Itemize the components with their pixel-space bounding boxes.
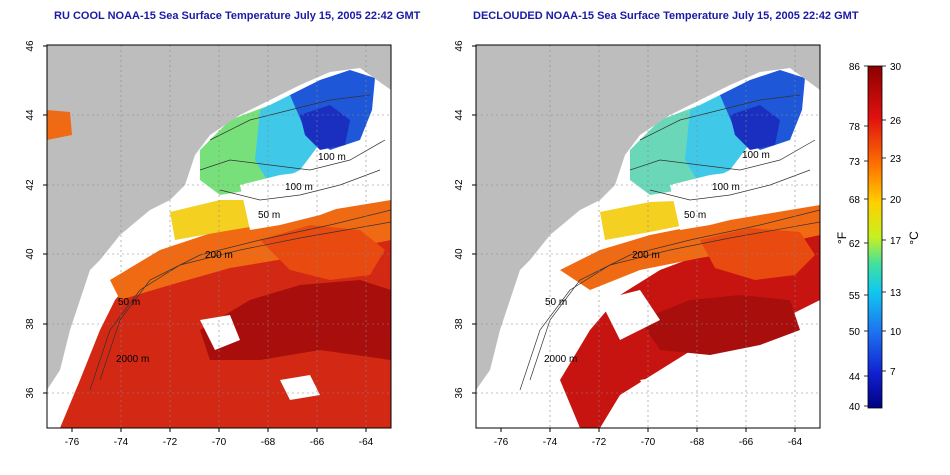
left-graticule — [47, 45, 391, 428]
colorbar-c-label: 26 — [890, 116, 902, 127]
right-land — [476, 45, 820, 390]
left-contour-label-100m-b: 100 m — [285, 182, 313, 193]
right-map-title: DECLOUDED NOAA-15 Sea Surface Temperatur… — [473, 10, 859, 22]
right-decloud-gap — [670, 170, 790, 230]
right-contour-50m — [639, 94, 811, 201]
right-lat-tick-label: 42 — [454, 179, 465, 191]
colorbar-f-label: 40 — [849, 402, 861, 413]
right-map-panel: 100 m 100 m 50 m 200 m 50 m 2000 m -76 -… — [454, 40, 821, 448]
right-contour-label-50m-south: 50 m — [545, 297, 567, 308]
left-contour-50m — [209, 94, 381, 201]
left-contour-200m — [99, 209, 391, 381]
left-lon-tick-label: -76 — [65, 437, 80, 448]
left-orange-band — [110, 200, 391, 300]
left-contour-label-50m: 50 m — [258, 210, 280, 221]
right-contour-label-200m: 200 m — [632, 250, 660, 261]
colorbar-f-label: 68 — [849, 195, 861, 206]
left-deep-warm-water — [200, 280, 391, 360]
left-lon-tick-label: -72 — [163, 437, 178, 448]
right-lon-tick-label: -68 — [690, 437, 705, 448]
right-contour-label-50m: 50 m — [684, 210, 706, 221]
left-lon-tick-label: -64 — [359, 437, 374, 448]
left-bathymetry-contours — [89, 94, 391, 391]
left-lon-tick-label: -68 — [261, 437, 276, 448]
colorbar-c-label: 30 — [890, 62, 902, 73]
colorbar-f-label: 86 — [849, 62, 861, 73]
colorbar-ticks — [864, 65, 886, 407]
left-land-offshore — [47, 110, 72, 140]
right-contour-100m — [629, 139, 816, 171]
right-lat-tick-label: 46 — [454, 40, 465, 52]
colorbar-f-label: 50 — [849, 327, 861, 338]
left-lon-tick-label: -66 — [310, 437, 325, 448]
left-contour-label-50m-south: 50 m — [118, 297, 140, 308]
left-map-title: RU COOL NOAA-15 Sea Surface Temperature … — [54, 10, 421, 22]
right-contour-label-2000m: 2000 m — [544, 354, 577, 365]
left-lat-tick-label: 46 — [25, 40, 36, 52]
right-lon-tick-label: -76 — [494, 437, 509, 448]
colorbar-f-label: 73 — [849, 157, 861, 168]
right-contour-label-100m-b: 100 m — [712, 182, 740, 193]
left-map-panel: 100 m 100 m 50 m 200 m 50 m 2000 m -76 -… — [25, 40, 392, 448]
left-cloud-patch — [240, 170, 360, 230]
colorbar-gradient — [867, 65, 883, 409]
colorbar-c-label: 13 — [890, 288, 902, 299]
right-lat-tick-label: 36 — [454, 387, 465, 399]
temperature-colorbar: 86 78 73 68 62 55 50 44 40 30 26 23 20 1… — [835, 62, 921, 413]
right-lon-tick-label: -64 — [788, 437, 803, 448]
right-decloud-gaps-south — [476, 260, 820, 428]
right-coldest-water — [730, 105, 780, 150]
right-deep-warm-water — [640, 295, 800, 355]
colorbar-c-label: 20 — [890, 195, 902, 206]
left-lat-tick-label: 38 — [25, 318, 36, 330]
left-contour-label-100m-a: 100 m — [318, 152, 346, 163]
right-lon-tick-label: -72 — [592, 437, 607, 448]
left-lat-tick-label: 44 — [25, 109, 36, 121]
right-lat-tick-label: 38 — [454, 318, 465, 330]
colorbar-c-label: 10 — [890, 327, 902, 338]
left-lat-tick-label: 36 — [25, 387, 36, 399]
right-graticule — [476, 45, 820, 428]
right-axis-ticks — [472, 45, 796, 432]
left-lon-tick-label: -74 — [114, 437, 129, 448]
left-lon-tick-label: -70 — [212, 437, 227, 448]
left-lat-tick-label: 40 — [25, 248, 36, 260]
left-axis-ticks — [43, 45, 367, 432]
right-lon-tick-label: -74 — [543, 437, 558, 448]
right-lon-tick-label: -66 — [739, 437, 754, 448]
left-coldest-water — [300, 105, 350, 150]
right-contour-label-100m-a: 100 m — [742, 150, 770, 161]
colorbar-celsius-unit: °C — [907, 231, 921, 245]
left-land — [47, 45, 391, 390]
colorbar-c-label: 17 — [890, 236, 902, 247]
left-contour-label-2000m: 2000 m — [116, 354, 149, 365]
right-lat-tick-label: 40 — [454, 248, 465, 260]
right-lon-tick-label: -70 — [641, 437, 656, 448]
colorbar-c-label: 7 — [890, 367, 896, 378]
colorbar-c-label: 23 — [890, 154, 902, 165]
colorbar-f-label: 55 — [849, 291, 861, 302]
colorbar-f-label: 78 — [849, 122, 861, 133]
left-lat-tick-label: 42 — [25, 179, 36, 191]
colorbar-f-label: 62 — [849, 239, 861, 250]
colorbar-fahrenheit-unit: °F — [835, 232, 849, 244]
left-cloud-patch-south — [200, 315, 320, 400]
left-contour-label-200m: 200 m — [205, 250, 233, 261]
left-warm-plume — [260, 225, 385, 280]
right-lat-tick-label: 44 — [454, 109, 465, 121]
left-contour-100m — [199, 139, 386, 171]
colorbar-f-label: 44 — [849, 372, 861, 383]
